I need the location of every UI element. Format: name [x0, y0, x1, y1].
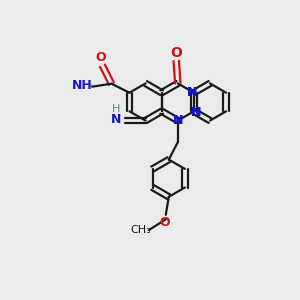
- Text: N: N: [172, 114, 183, 127]
- Text: NH: NH: [72, 79, 93, 92]
- Text: O: O: [96, 51, 106, 64]
- Text: ₂: ₂: [88, 80, 92, 90]
- Text: N: N: [190, 106, 201, 119]
- Text: H: H: [112, 104, 120, 114]
- Text: N: N: [187, 86, 198, 99]
- Text: N: N: [172, 114, 183, 127]
- Text: CH₃: CH₃: [130, 225, 151, 235]
- Text: O: O: [170, 46, 182, 60]
- Text: N: N: [111, 112, 122, 126]
- Text: N: N: [187, 86, 198, 99]
- Text: O: O: [160, 216, 170, 230]
- Text: N: N: [190, 106, 201, 119]
